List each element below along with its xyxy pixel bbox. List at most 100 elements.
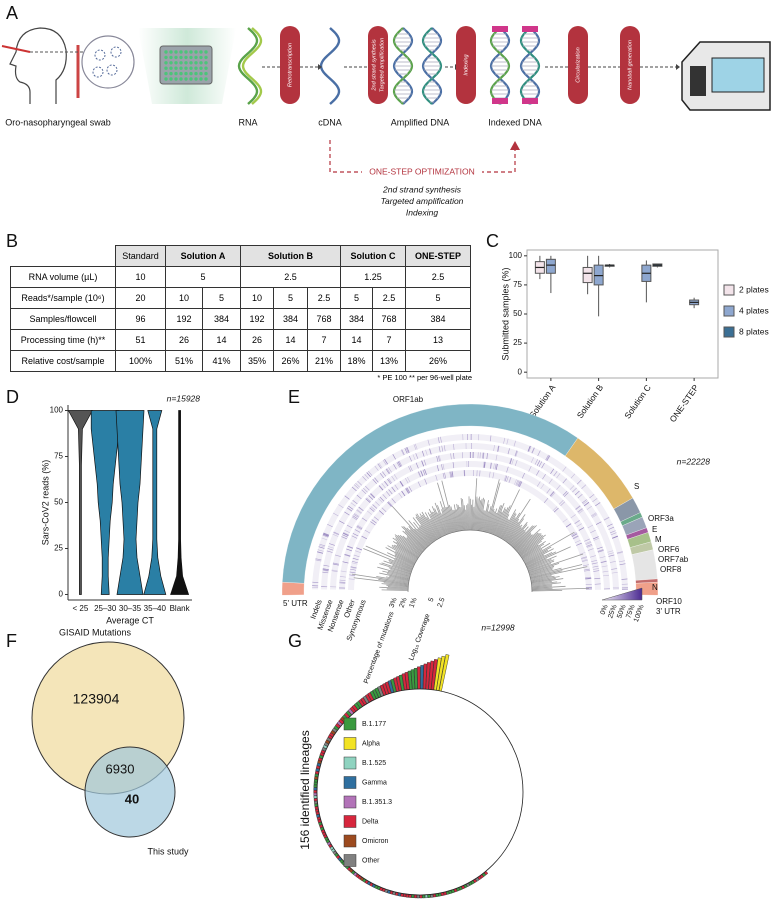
- coverage-bar: [506, 525, 521, 543]
- mutation-stripe: [333, 532, 339, 536]
- mutation-stripe: [543, 498, 549, 504]
- mutation-stripe: [348, 578, 355, 580]
- mutation-stripe: [574, 519, 580, 524]
- swab: [1, 45, 31, 53]
- mutation-stripe: [531, 447, 535, 454]
- mutation-stripe: [545, 454, 549, 461]
- coverage-bar: [511, 526, 529, 547]
- mutation-stripe: [541, 462, 545, 469]
- coverage-bar: [381, 562, 412, 574]
- mutation-stripe: [597, 550, 604, 553]
- legend-swatch: [343, 854, 357, 867]
- gene-label: 5' UTR: [283, 599, 308, 608]
- mutation-stripe: [374, 465, 379, 471]
- y-tick-label: 75: [513, 280, 522, 289]
- mutation-stripe: [318, 546, 325, 549]
- panel-label: C: [486, 231, 499, 251]
- mutation-stripe: [576, 479, 582, 485]
- mutation-stripe: [449, 471, 452, 478]
- mutation-stripe: [551, 492, 556, 498]
- coverage-bar: [485, 479, 500, 533]
- mutation-stripe: [408, 466, 412, 472]
- coverage-bar: [415, 516, 435, 542]
- legend-label: B.1.351.3: [362, 799, 392, 806]
- table-cell: 5: [340, 287, 374, 309]
- table-cell: 51%: [165, 350, 203, 372]
- axis-tick-label: 3%: [389, 597, 399, 609]
- table-cell: 5: [405, 287, 472, 309]
- mutation-stripe: [399, 480, 404, 487]
- coverage-bar: [443, 507, 452, 533]
- mutation-stripe: [352, 533, 359, 537]
- arrow-head: [510, 141, 520, 150]
- coverage-bar: [434, 502, 448, 535]
- mutation-stripe: [612, 536, 618, 539]
- mutation-stripe: [503, 437, 506, 444]
- y-tick-label: 0: [518, 367, 523, 376]
- plate-well: [179, 55, 183, 60]
- mutation-stripe: [317, 549, 324, 552]
- rna-strand: [241, 27, 263, 105]
- mutation-stripe: [530, 457, 534, 463]
- plate-well: [174, 66, 178, 70]
- mutation-stripe: [353, 484, 359, 489]
- mutation-stripe: [415, 462, 419, 469]
- mutation-stripe: [378, 498, 383, 503]
- mutation-stripe: [576, 523, 582, 527]
- mutation-stripe: [441, 445, 444, 452]
- table-cell: 384: [340, 308, 374, 330]
- mutation-stripe: [546, 488, 551, 494]
- table-cell: 51: [115, 329, 166, 351]
- plate-well: [169, 77, 173, 81]
- legend-swatch: [723, 305, 735, 317]
- mutation-stripe: [397, 461, 402, 467]
- mutation-stripe: [602, 570, 609, 573]
- mutation-stripe: [489, 435, 492, 442]
- mutation-stripe: [352, 515, 358, 520]
- coverage-bar: [417, 528, 431, 545]
- mutation-stripe: [546, 455, 551, 462]
- coverage-bar: [378, 579, 409, 584]
- mutation-stripe: [368, 470, 373, 476]
- table-cell: 26%: [273, 350, 309, 372]
- coverage-bar: [391, 544, 418, 561]
- gene-segment: [565, 437, 634, 510]
- coverage-bar: [524, 546, 552, 563]
- table-cell: 100%: [115, 350, 166, 372]
- table-cell: 2.5: [307, 287, 342, 309]
- mutation-stripe: [528, 446, 532, 452]
- coverage-bar: [521, 540, 546, 558]
- table-cell: 768: [307, 308, 342, 330]
- header-cell: Solution B: [240, 245, 342, 267]
- mutation-stripe: [387, 502, 392, 507]
- coverage-bar: [529, 567, 554, 576]
- header-cell: Standard: [115, 245, 166, 267]
- mutation-stripe: [343, 532, 349, 536]
- legend-label: 4 plates: [739, 305, 769, 315]
- mutation-stripe: [417, 471, 421, 478]
- mutation-stripe: [381, 483, 386, 489]
- plate-well: [184, 50, 188, 54]
- mutation-stripe: [322, 570, 329, 572]
- mutation-stripe: [556, 484, 561, 490]
- mutation-stripe: [323, 564, 330, 567]
- coverage-bar: [428, 508, 443, 537]
- gene-segment: [631, 549, 658, 581]
- mutation-stripe: [506, 466, 509, 473]
- coverage-bar: [525, 551, 553, 566]
- coverage-bar: [387, 586, 409, 589]
- table-cell: 26: [165, 329, 203, 351]
- mutation-stripe: [594, 577, 601, 580]
- mutation-stripe: [374, 477, 379, 483]
- table-cell: 5: [273, 287, 309, 309]
- y-axis-label: Submitted samples (%): [500, 267, 510, 360]
- plate-well: [179, 66, 183, 70]
- mutation-stripe: [593, 537, 600, 541]
- mutation-stripe: [440, 436, 442, 443]
- mutation-stripe: [365, 485, 370, 491]
- mutation-stripe: [350, 502, 356, 507]
- coverage-bar: [501, 513, 517, 539]
- legend-label: Alpha: [362, 740, 380, 747]
- mutation-stripe: [572, 487, 577, 493]
- plate-well: [174, 61, 178, 65]
